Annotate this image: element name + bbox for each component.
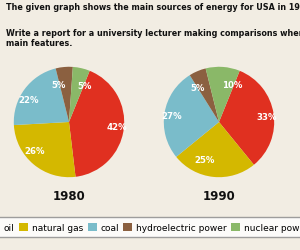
Text: 27%: 27% [161, 112, 182, 121]
Wedge shape [190, 69, 219, 122]
Text: The given graph shows the main sources of energy for USA in 1980 and 1990.: The given graph shows the main sources o… [6, 2, 300, 12]
Wedge shape [69, 68, 90, 122]
Text: 5%: 5% [190, 84, 204, 92]
Text: 42%: 42% [106, 123, 127, 132]
Text: 25%: 25% [195, 155, 215, 164]
Wedge shape [14, 122, 76, 178]
Text: 10%: 10% [222, 81, 242, 90]
Legend: oil, natural gas, coal, hydroelectric power, nuclear power: oil, natural gas, coal, hydroelectric po… [0, 218, 300, 238]
Text: 26%: 26% [24, 147, 45, 156]
Text: 5%: 5% [51, 81, 66, 90]
Text: 22%: 22% [18, 96, 39, 105]
Title: 1980: 1980 [52, 190, 86, 202]
Wedge shape [14, 69, 69, 126]
Wedge shape [69, 72, 124, 177]
Text: Write a report for a university lecturer making comparisons where relevant and r: Write a report for a university lecturer… [6, 28, 300, 48]
Wedge shape [56, 68, 73, 122]
Text: 5%: 5% [77, 82, 92, 90]
Wedge shape [164, 76, 219, 157]
Wedge shape [206, 68, 240, 122]
Text: 33%: 33% [256, 112, 277, 122]
Wedge shape [176, 122, 254, 178]
Wedge shape [219, 72, 274, 165]
Title: 1990: 1990 [202, 190, 236, 202]
